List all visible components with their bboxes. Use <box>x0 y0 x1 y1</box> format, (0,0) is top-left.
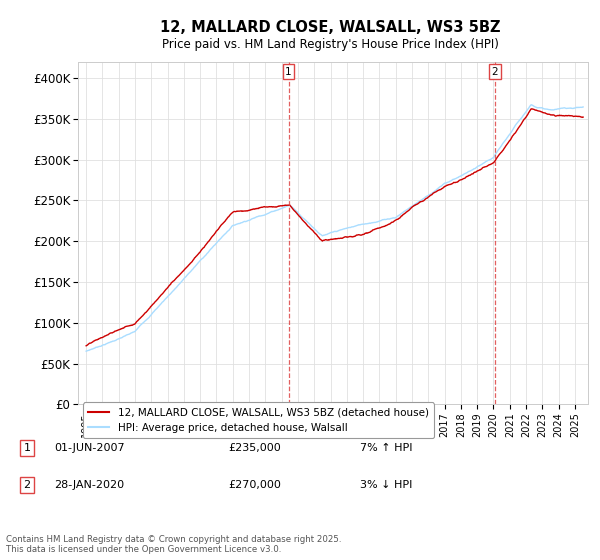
Text: 7% ↑ HPI: 7% ↑ HPI <box>360 443 413 452</box>
Text: 12, MALLARD CLOSE, WALSALL, WS3 5BZ: 12, MALLARD CLOSE, WALSALL, WS3 5BZ <box>160 20 500 35</box>
Text: Price paid vs. HM Land Registry's House Price Index (HPI): Price paid vs. HM Land Registry's House … <box>161 38 499 51</box>
Text: 2: 2 <box>23 480 31 491</box>
Text: £235,000: £235,000 <box>228 443 281 452</box>
Text: 1: 1 <box>23 443 31 452</box>
Legend: 12, MALLARD CLOSE, WALSALL, WS3 5BZ (detached house), HPI: Average price, detach: 12, MALLARD CLOSE, WALSALL, WS3 5BZ (det… <box>83 403 434 438</box>
Text: £270,000: £270,000 <box>228 480 281 491</box>
Text: 2: 2 <box>491 67 498 77</box>
Text: 28-JAN-2020: 28-JAN-2020 <box>54 480 124 491</box>
Text: 1: 1 <box>285 67 292 77</box>
Text: 3% ↓ HPI: 3% ↓ HPI <box>360 480 412 491</box>
Text: Contains HM Land Registry data © Crown copyright and database right 2025.
This d: Contains HM Land Registry data © Crown c… <box>6 535 341 554</box>
Text: 01-JUN-2007: 01-JUN-2007 <box>54 443 125 452</box>
